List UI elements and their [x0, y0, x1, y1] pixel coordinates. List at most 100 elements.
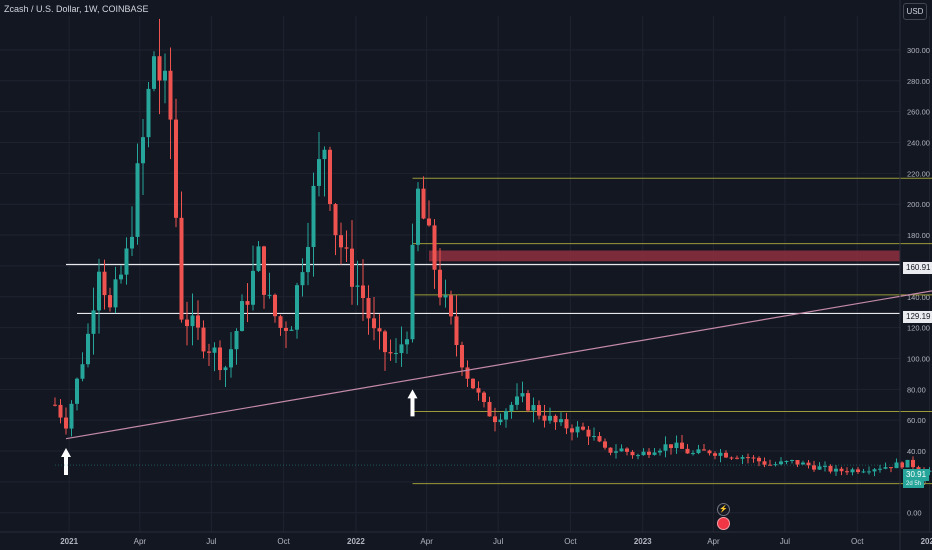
candle-body: [58, 404, 63, 418]
candle-body: [410, 244, 415, 340]
candle-body: [102, 271, 107, 296]
candle-body: [845, 471, 849, 473]
candle-body: [207, 351, 211, 353]
x-tick-label: Oct: [564, 537, 577, 546]
candle-body: [185, 319, 189, 327]
bar-countdown: 2d 5h: [903, 481, 925, 488]
candle-body: [548, 415, 552, 421]
up-arrow-icon: [407, 389, 418, 417]
candle-body: [190, 315, 195, 327]
y-tick-label: 40.00: [907, 447, 926, 456]
y-tick-label: 200.00: [907, 200, 930, 209]
candle-body: [482, 392, 486, 402]
candle-body: [212, 347, 217, 353]
candle-body: [465, 367, 470, 379]
x-tick-label: Oct: [277, 537, 290, 546]
candle-body: [889, 467, 893, 469]
candle-body: [680, 442, 684, 449]
y-tick-label: 180.00: [907, 231, 930, 240]
candle-body: [427, 218, 431, 226]
candle-body: [405, 339, 409, 345]
candle-body: [850, 469, 855, 473]
candle-body: [157, 56, 162, 81]
candle-body: [124, 248, 129, 275]
candle-body: [878, 468, 882, 470]
x-tick-label: 2023: [634, 537, 652, 546]
flag-icon[interactable]: [717, 517, 730, 530]
candle-body: [91, 310, 96, 334]
candle-body: [113, 279, 118, 308]
candle-body: [883, 467, 888, 469]
candle-body: [586, 429, 591, 437]
candle-body: [861, 471, 866, 473]
candle-body: [625, 448, 629, 452]
candle-body: [746, 457, 750, 459]
y-tick-label: 240.00: [907, 139, 930, 148]
candle-body: [146, 88, 151, 138]
candle-body: [636, 455, 640, 457]
candle-body: [168, 70, 173, 120]
lightning-icon[interactable]: ⚡: [717, 503, 730, 516]
candle-body: [817, 466, 822, 470]
candle-body: [735, 457, 739, 459]
candle-body: [86, 333, 90, 365]
candle-body: [597, 436, 602, 442]
candle-body: [559, 419, 563, 423]
x-tick-label: 2022: [347, 537, 365, 546]
x-tick-label: Oct: [851, 537, 864, 546]
candle-body: [256, 246, 261, 271]
candle-body: [251, 270, 255, 305]
candle-body: [333, 204, 338, 236]
candle-body: [119, 274, 123, 280]
candle-body: [306, 246, 310, 273]
candle-body: [80, 364, 85, 379]
support-price-tag: 129.19: [903, 311, 932, 323]
currency-button[interactable]: USD: [903, 3, 927, 20]
candle-body: [97, 271, 101, 311]
candle-body: [685, 448, 690, 454]
y-tick-label: 260.00: [907, 108, 930, 117]
candle-body: [322, 149, 327, 160]
candle-body: [300, 272, 305, 286]
candle-body: [372, 318, 376, 329]
candle-body: [443, 295, 448, 298]
candles: [53, 18, 932, 477]
candle-body: [388, 352, 393, 354]
candle-body: [53, 404, 57, 406]
candle-body: [163, 70, 167, 81]
candle-body: [779, 461, 783, 465]
candle-body: [366, 298, 371, 319]
candle-body: [416, 188, 420, 245]
candle-body: [674, 442, 679, 449]
candle-body: [801, 462, 805, 465]
candle-body: [130, 236, 134, 249]
candle-body: [471, 378, 475, 389]
candle-body: [460, 345, 464, 368]
candle-body: [196, 315, 200, 328]
candle-body: [432, 225, 437, 270]
candle-body: [487, 401, 492, 417]
candle-body: [504, 411, 508, 420]
candle-body: [856, 469, 860, 473]
candle-body: [245, 301, 250, 305]
candle-body: [355, 285, 360, 287]
candle-body: [691, 453, 695, 455]
candle-body: [542, 415, 547, 421]
candle-body: [135, 163, 140, 237]
candle-body: [905, 459, 910, 468]
candle-body: [718, 452, 723, 456]
candle-body: [438, 269, 442, 298]
y-tick-label: 300.00: [907, 46, 930, 55]
candle-body: [75, 378, 79, 404]
candle-body: [476, 388, 481, 393]
x-tick-label: 2021: [60, 537, 78, 546]
candle-body: [867, 471, 871, 473]
candle-body: [399, 344, 404, 354]
candle-body: [311, 185, 316, 247]
candle-body: [663, 444, 668, 451]
candle-body: [383, 331, 387, 353]
candle-body: [317, 159, 321, 186]
candle-body: [581, 426, 585, 430]
candle-body: [823, 465, 827, 467]
